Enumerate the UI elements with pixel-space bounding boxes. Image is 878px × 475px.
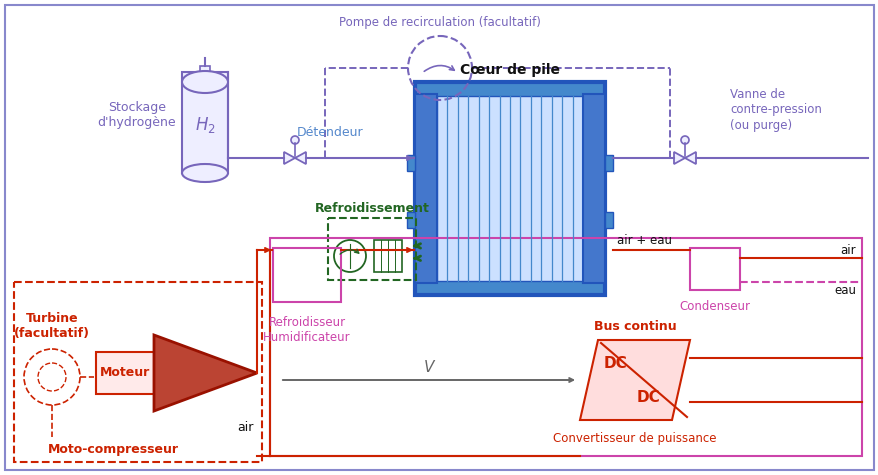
Polygon shape bbox=[673, 152, 684, 164]
Text: Stockage
d'hydrogène: Stockage d'hydrogène bbox=[97, 101, 176, 129]
Bar bbox=[270, 238, 861, 456]
Bar bbox=[436, 96, 582, 281]
Text: Moto-compresseur: Moto-compresseur bbox=[47, 444, 178, 456]
Text: Cœur de pile: Cœur de pile bbox=[459, 63, 559, 77]
Bar bbox=[96, 352, 154, 394]
Text: Vanne de
contre-pression
(ou purge): Vanne de contre-pression (ou purge) bbox=[729, 88, 821, 132]
Bar bbox=[407, 155, 414, 171]
Text: air: air bbox=[236, 421, 253, 435]
Text: Condenseur: Condenseur bbox=[679, 300, 750, 313]
Polygon shape bbox=[154, 335, 256, 411]
Text: air + eau: air + eau bbox=[616, 234, 672, 247]
Ellipse shape bbox=[182, 164, 227, 182]
Text: DC: DC bbox=[636, 390, 659, 405]
Bar bbox=[182, 72, 227, 173]
Polygon shape bbox=[284, 152, 295, 164]
Bar bbox=[200, 66, 210, 72]
Bar bbox=[604, 212, 612, 228]
Text: $H_2$: $H_2$ bbox=[194, 114, 215, 135]
Text: Refroidisseur
Humidificateur: Refroidisseur Humidificateur bbox=[263, 316, 350, 344]
Bar bbox=[327, 218, 415, 280]
Bar bbox=[407, 212, 414, 228]
Text: Bus continu: Bus continu bbox=[593, 320, 675, 332]
Text: Turbine
(facultatif): Turbine (facultatif) bbox=[14, 312, 90, 340]
Text: Pompe de recirculation (facultatif): Pompe de recirculation (facultatif) bbox=[339, 16, 540, 28]
Text: Moteur: Moteur bbox=[100, 367, 150, 380]
Polygon shape bbox=[295, 152, 306, 164]
Text: V: V bbox=[423, 360, 434, 374]
Bar bbox=[689, 248, 739, 290]
Text: DC: DC bbox=[602, 357, 626, 371]
Ellipse shape bbox=[182, 71, 227, 93]
Text: Détendeur: Détendeur bbox=[297, 125, 363, 139]
Bar bbox=[582, 94, 604, 283]
Text: air: air bbox=[839, 244, 855, 256]
Bar bbox=[604, 155, 612, 171]
Bar bbox=[414, 94, 436, 283]
Circle shape bbox=[291, 136, 299, 144]
Text: Refroidissement: Refroidissement bbox=[314, 201, 429, 215]
Bar bbox=[273, 248, 341, 302]
Circle shape bbox=[680, 136, 688, 144]
Text: eau: eau bbox=[833, 284, 855, 296]
Polygon shape bbox=[579, 340, 689, 420]
Bar bbox=[414, 82, 604, 295]
Bar bbox=[373, 240, 401, 272]
Polygon shape bbox=[684, 152, 695, 164]
Text: Convertisseur de puissance: Convertisseur de puissance bbox=[552, 432, 716, 445]
Bar bbox=[14, 282, 262, 462]
